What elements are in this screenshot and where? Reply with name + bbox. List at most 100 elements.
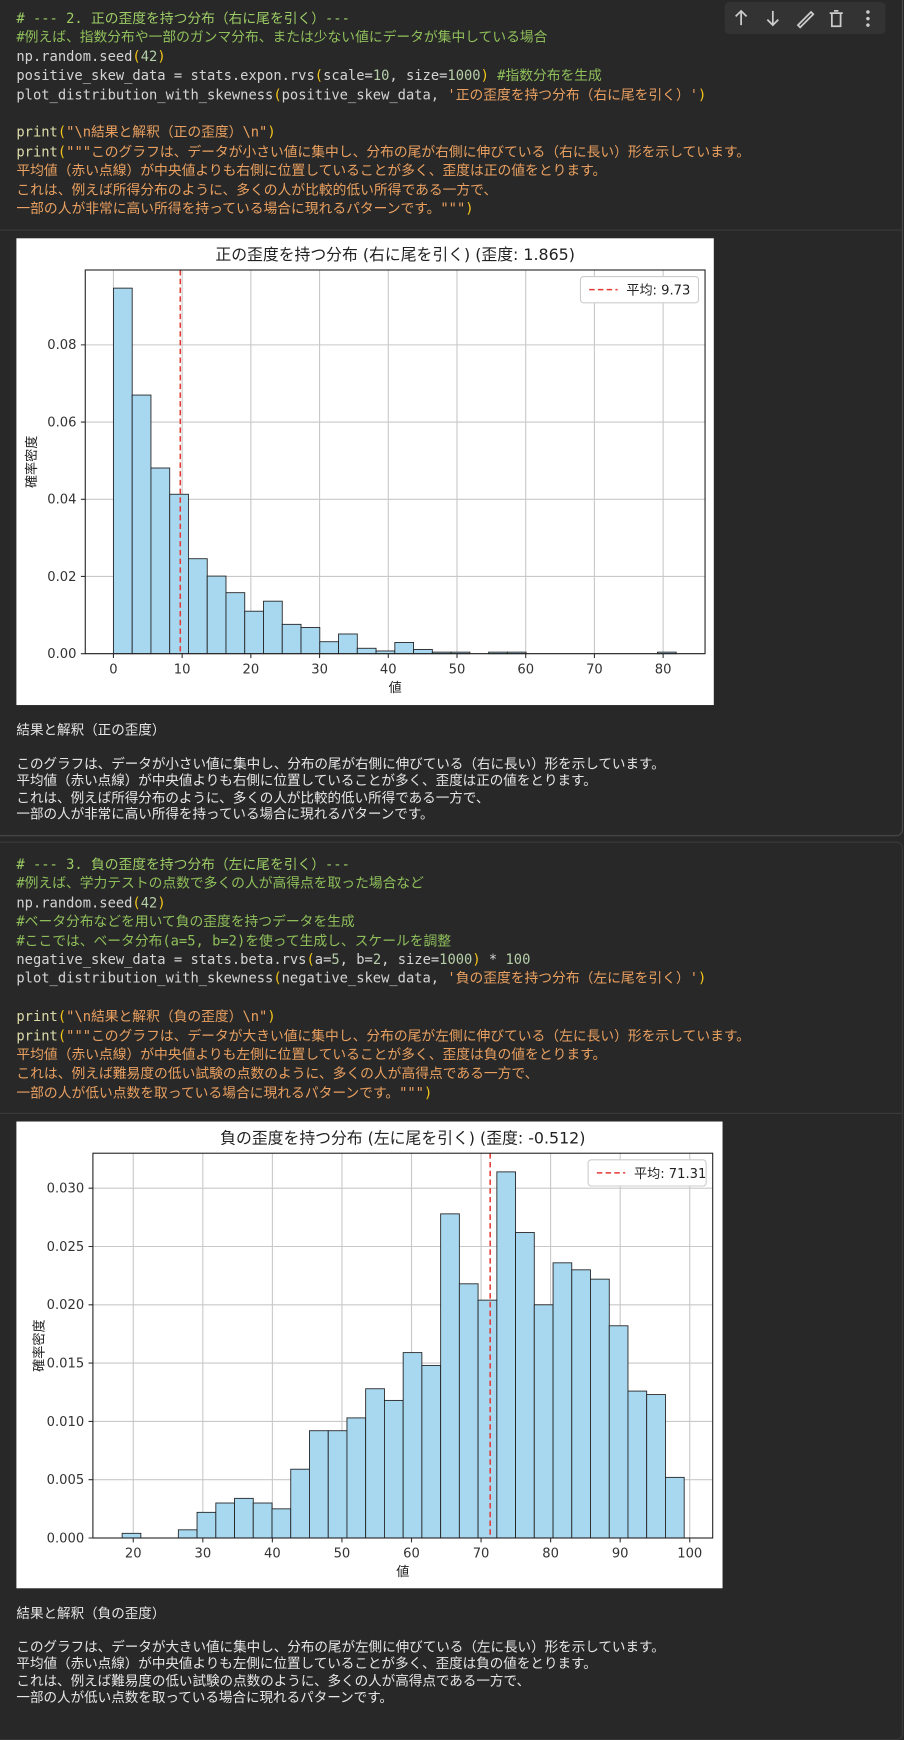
more[interactable] [866,10,870,27]
bar [169,493,189,655]
code-token: '負の歪度を持つ分布（左に尾を引く）' [447,969,699,987]
code-cell[interactable]: # --- 2. 正の歪度を持つ分布（右に尾を引く）--- #例えば、指数分布や一… [16,9,750,218]
chart-title: 正の歪度を持つ分布 (右に尾を引く) (歪度: 1.865) [215,245,575,264]
separator [0,229,902,231]
code-token: 一部の人が非常に高い所得を持っている場合に現れるパターンです。""" [16,199,466,217]
x-tick-label: 80 [655,662,672,677]
code-token: ( [273,85,282,103]
chart: 負の歪度を持つ分布 (左に尾を引く) (歪度: -0.512) 0.000 0.00… [31,1128,714,1580]
output-line: このグラフは、データが小さい値に集中し、分布の尾が右側に伸びている（右に長い）形… [16,755,665,772]
code-line: # --- 2. 正の歪度を持つ分布（右に尾を引く）--- [16,9,750,28]
code-token: np.random.seed [16,893,133,911]
bar [271,1508,292,1539]
legend-label: 平均: 9.73 [626,283,690,299]
code-line: 一部の人が低い点数を取っている場合に現れるパターンです。""") [16,1083,750,1102]
bar [477,1299,498,1539]
output-line: このグラフは、データが大きい値に集中し、分布の尾が左側に伸びている（左に長い）形… [16,1638,665,1655]
plot-frame [92,1152,714,1539]
code-token: # --- 2. 正の歪度を持つ分布（右に尾を引く）--- [16,9,350,27]
bar [281,623,302,655]
code-line [16,104,750,123]
code-line: plot_distribution_with_skewness(negative… [16,969,750,988]
bar [515,1232,535,1539]
code-token: 100 [505,950,531,968]
toolbar-icons [735,9,870,29]
bar [608,1325,629,1539]
y-tick-label: 0.06 [47,415,76,430]
code-token: ) [157,893,166,911]
code-line: 平均値（赤い点線）が中央値よりも右側に位置していることが多く、歪度は正の値をとり… [16,161,750,180]
chart: 正の歪度を持つ分布 (右に尾を引く) (歪度: 1.865) 0.00 0.02 0.… [23,245,706,696]
x-tick-label: 60 [517,662,534,677]
code-line: #例えば、学力テストの点数で多くの人が高得点を取った場合など [16,874,750,893]
code-token: 2 [372,950,382,968]
code-token: #例えば、指数分布や一部のガンマ分布、または少ない値にデータが集中している場合 [16,28,548,46]
code-token: np.random.seed [16,47,133,65]
code-line: #例えば、指数分布や一部のガンマ分布、または少ない値にデータが集中している場合 [16,28,750,47]
code-token: ) [157,47,166,65]
code-token: #指数分布を生成 [488,66,602,84]
code-token: ) [465,199,474,217]
code-token: 42 [140,893,158,911]
x-axis-label: 値 [389,680,402,696]
code-token: scale= [323,66,373,84]
code-token: ( [132,893,141,911]
bar [290,1468,310,1539]
code-token: '正の歪度を持つ分布（右に尾を引く）' [447,85,699,103]
code-token: , size= [381,950,440,968]
y-tick-label: 0.04 [47,493,76,508]
bar [206,575,227,655]
bar [413,648,433,655]
bar [571,1269,591,1539]
edit[interactable] [796,10,815,29]
code-cell[interactable]: # --- 3. 負の歪度を持つ分布（左に尾を引く）--- #例えば、学力テストの… [16,855,750,1102]
code-token: ) [480,66,489,84]
x-tick-label: 50 [334,1547,351,1562]
code-token: print [16,1026,58,1044]
move-down[interactable] [766,10,779,27]
y-axis-label: 確率密度 [23,436,40,488]
bar [496,1171,517,1539]
bar [627,1390,648,1539]
chart-image: 正の歪度を持つ分布 (右に尾を引く) (歪度: 1.865) 0.00 0.02 0.… [16,238,714,706]
output-line: 一部の人が低い点数を取っている場合に現れるパターンです。 [16,1688,393,1706]
bar [131,394,152,655]
blank-line [16,1621,664,1638]
bar [244,610,264,655]
bar [458,1283,479,1539]
x-tick-label: 100 [677,1547,702,1562]
code-token: negative_skew_data = stats.beta.rvs [16,950,307,968]
bar [309,1430,329,1539]
output-line: 一部の人が非常に高い所得を持っている場合に現れるパターンです。 [16,805,434,822]
bar [665,1476,685,1539]
code-token: 1000 [439,950,473,968]
code-line: 平均値（赤い点線）が中央値よりも左側に位置していることが多く、歪度は負の値をとり… [16,1045,750,1064]
code-token: ) [267,123,276,141]
code-token: print [16,1007,58,1025]
x-axis-label: 値 [396,1564,409,1580]
text-output: 結果と解釈（負の歪度） このグラフは、データが大きい値に集中し、分布の尾が左側に伸… [16,1605,664,1706]
delete[interactable] [829,10,843,28]
bar [590,1278,610,1539]
y-tick-label: 0.010 [47,1415,85,1430]
code-token: ) [267,1007,276,1025]
x-tick-label: 70 [473,1547,490,1562]
code-token: ( [132,47,141,65]
code-line: これは、例えば所得分布のように、多くの人が比較的低い所得である一方で、 [16,180,750,199]
bar [150,467,171,655]
code-token: #ベータ分布などを用いて負の歪度を持つデータを生成 [16,912,355,930]
code-token: 一部の人が低い点数を取っている場合に現れるパターンです。""" [16,1084,424,1101]
x-tick-label: 60 [403,1547,420,1562]
bar [421,1364,442,1539]
y-tick-label: 0.020 [47,1298,85,1313]
code-token: ( [57,1026,67,1044]
y-tick-label: 0.00 [47,647,76,662]
bar [346,1417,367,1539]
bar [552,1262,573,1539]
x-tick-label: 50 [449,662,466,677]
bar [356,647,377,655]
code-token: ( [57,123,67,141]
code-token: #例えば、学力テストの点数で多くの人が高得点を取った場合など [16,874,424,892]
move-up[interactable] [735,9,748,26]
